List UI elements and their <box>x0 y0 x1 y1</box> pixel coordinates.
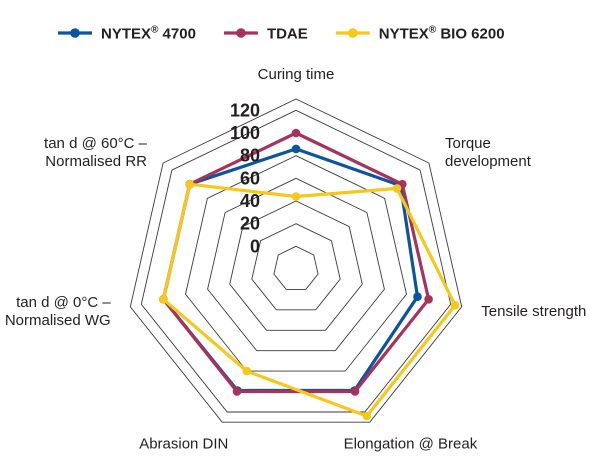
data-point-nytex-4700-curing-time <box>291 144 301 154</box>
data-point-tdae-abrasion-din <box>232 387 242 396</box>
grid-ring <box>129 98 463 423</box>
data-point-tdae-curing-time <box>291 128 301 138</box>
tick-label-80: 80 <box>240 146 260 166</box>
axis-labels: Curing time Torque development Tensile stre… <box>5 66 587 452</box>
data-point-nytex-bio-6200-tan-d-60-c-normalised-rr <box>185 179 194 189</box>
grid-ring <box>273 245 319 290</box>
legend-item-nytex-4700: NYTEX® 4700 <box>58 25 196 43</box>
series-tdae <box>159 128 433 396</box>
axis-label-curing-time: Curing time <box>258 66 335 83</box>
grid-ring <box>207 177 385 352</box>
series-group <box>159 128 460 421</box>
series-line-nytex-bio-6200 <box>161 182 457 418</box>
data-point-nytex-bio-6200-tensile-strength <box>450 301 460 310</box>
tick-label-120: 120 <box>230 100 260 120</box>
axis-label-elongation-break: Elongation @ Break <box>344 435 478 452</box>
legend-label: TDAE <box>267 26 308 43</box>
grid-ring <box>185 155 407 372</box>
legend-label: NYTEX® 4700 <box>101 25 196 43</box>
data-point-nytex-bio-6200-curing-time <box>291 192 301 201</box>
grid-ring <box>229 200 363 331</box>
legend-label: NYTEX® BIO 6200 <box>379 25 505 43</box>
tick-label-20: 20 <box>240 214 260 234</box>
tick-label-0: 0 <box>250 236 260 256</box>
legend-swatch-marker <box>347 28 358 38</box>
data-point-nytex-bio-6200-abrasion-din <box>242 366 252 376</box>
grid-ring <box>251 223 341 311</box>
axis-label-tan-d-60-c-normalised-rr: tan d @ 60°C – Normalised RR <box>44 135 148 170</box>
data-point-tdae-tensile-strength <box>424 295 433 304</box>
data-point-tdae-elongation-break <box>350 387 360 396</box>
data-point-nytex-bio-6200-torque-development <box>392 184 402 193</box>
series-line-tdae <box>161 131 431 394</box>
legend: NYTEX® 4700 TDAE NYTEX® BIO 6200 <box>58 25 505 43</box>
axis-label-torque-development: Torque development <box>445 135 532 170</box>
data-point-nytex-4700-tensile-strength <box>413 292 422 302</box>
axis-label-tensile-strength: Tensile strength <box>481 303 586 320</box>
axis-label-abrasion-din: Abrasion DIN <box>139 435 228 452</box>
grid-ring <box>162 132 430 392</box>
data-point-nytex-bio-6200-elongation-break <box>362 411 372 421</box>
legend-item-tdae: TDAE <box>223 26 308 43</box>
tick-label-60: 60 <box>240 168 260 188</box>
series-nytex-bio-6200 <box>159 179 460 421</box>
data-point-nytex-bio-6200-tan-d-0-c-normalised-wg <box>159 295 168 304</box>
grid-ring <box>140 109 452 413</box>
tick-label-100: 100 <box>230 123 260 143</box>
axis-label-tan-d-0-c-normalised-wg: tan d @ 0°C – Normalised WG <box>5 294 112 329</box>
tick-label-40: 40 <box>240 191 260 211</box>
legend-swatch-marker <box>70 28 80 38</box>
legend-item-nytex-bio-6200: NYTEX® BIO 6200 <box>335 25 505 43</box>
legend-swatch-marker <box>236 28 246 38</box>
